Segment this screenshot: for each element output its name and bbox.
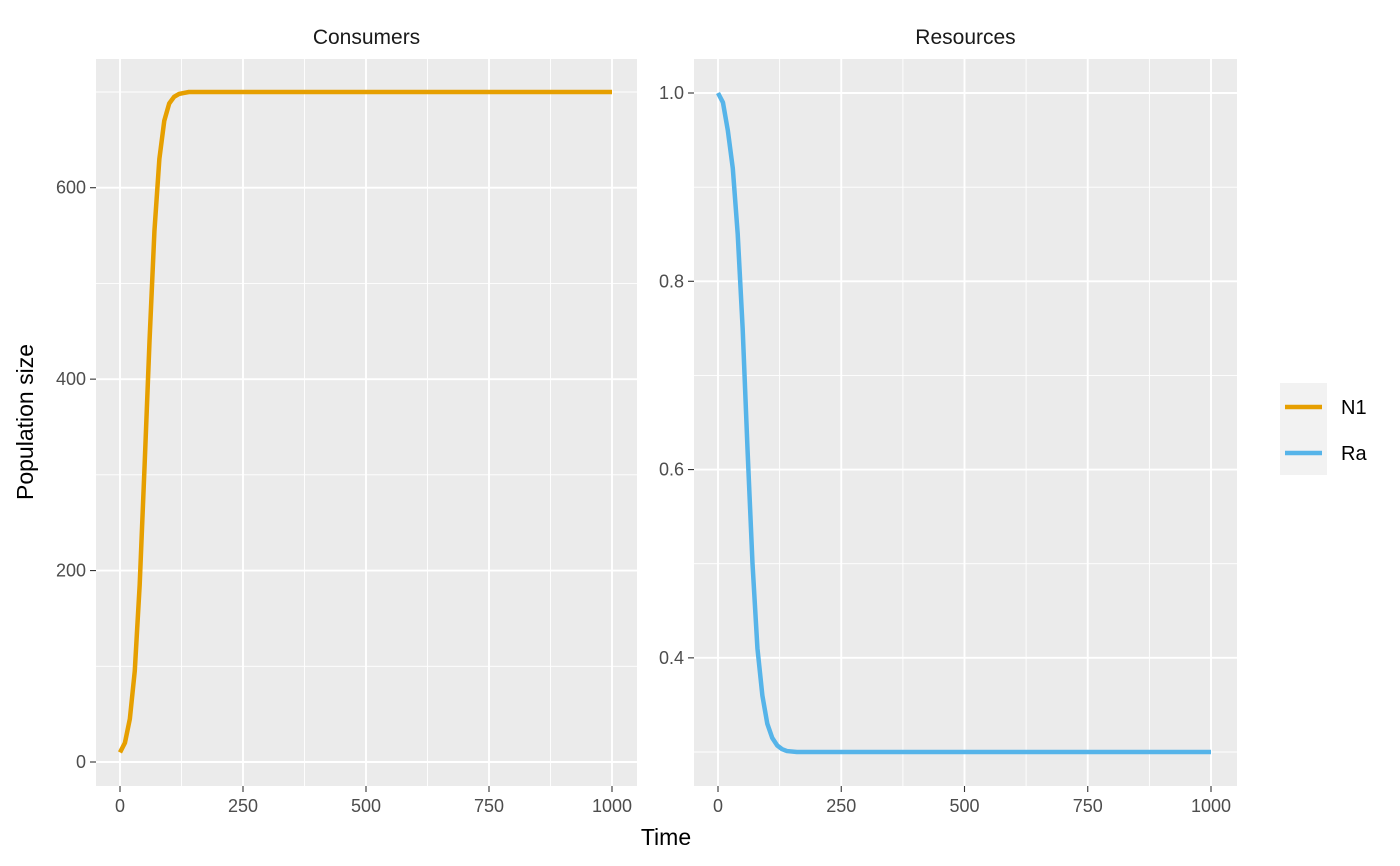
- series-line-ra: [716, 91, 1211, 755]
- resources-gridlines: [694, 59, 1237, 786]
- legend: N1 Ra: [1280, 383, 1367, 475]
- resources-y-tick-label: 1.0: [659, 83, 684, 103]
- resources-y-tick-label: 0.4: [659, 648, 684, 668]
- resources-y-tick-label: 0.8: [659, 271, 684, 291]
- x-axis-title: Time: [641, 824, 691, 850]
- consumers-panel-title: Consumers: [313, 26, 420, 49]
- consumers-x-tick-label: 500: [351, 796, 381, 816]
- series-line-n1: [117, 89, 612, 754]
- resources-series: [716, 91, 1211, 755]
- resources-axes: 0 250 500 750 1000 0.4 0.6 0.8 1.0: [659, 83, 1231, 816]
- consumers-x-tick-label: 1000: [592, 796, 632, 816]
- resources-x-tick-label: 500: [949, 796, 979, 816]
- resources-plot-background: [694, 59, 1237, 786]
- resources-x-tick-label: 1000: [1191, 796, 1231, 816]
- consumers-panel: 0 250 500 750 1000 0 200 400 600 Consumers: [56, 26, 637, 816]
- resources-x-tick-label: 750: [1073, 796, 1103, 816]
- legend-label-ra: Ra: [1341, 443, 1367, 465]
- y-axis-title: Population size: [12, 344, 38, 500]
- consumers-y-tick-label: 0: [76, 752, 86, 772]
- consumers-x-tick-label: 750: [474, 796, 504, 816]
- consumers-x-tick-label: 0: [115, 796, 125, 816]
- resources-x-tick-label: 0: [713, 796, 723, 816]
- consumers-x-tick-label: 250: [228, 796, 258, 816]
- legend-label-n1: N1: [1341, 397, 1367, 419]
- consumers-series: [117, 89, 612, 754]
- consumers-axes: 0 250 500 750 1000 0 200 400 600: [56, 178, 632, 816]
- resources-x-tick-label: 250: [826, 796, 856, 816]
- consumers-y-tick-label: 600: [56, 178, 86, 198]
- resources-y-tick-label: 0.6: [659, 460, 684, 480]
- legend-key-background: [1280, 383, 1327, 475]
- consumers-y-tick-label: 200: [56, 561, 86, 581]
- resources-panel-title: Resources: [915, 26, 1015, 49]
- resources-panel: 0 250 500 750 1000 0.4 0.6 0.8 1.0 Resources: [659, 26, 1237, 816]
- consumers-y-tick-label: 400: [56, 369, 86, 389]
